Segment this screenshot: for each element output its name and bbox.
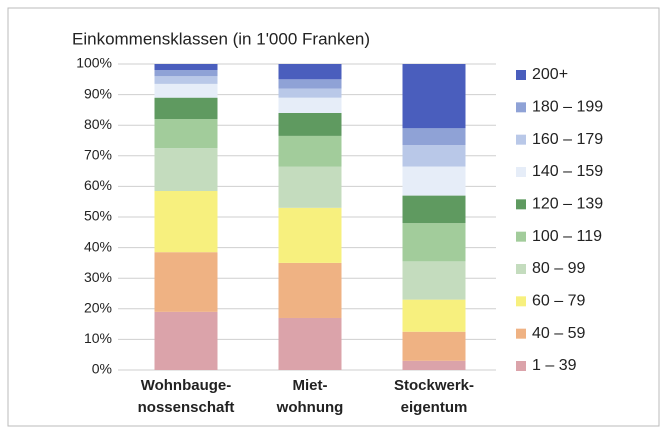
x-tick-label-line: eigentum (401, 399, 468, 416)
bar-segment (402, 145, 466, 167)
legend-swatch (516, 264, 526, 274)
bar-segment (402, 360, 466, 370)
legend-swatch (516, 134, 526, 145)
bar-segment (278, 64, 342, 80)
legend-swatch (516, 199, 526, 210)
legend-label: 1 – 39 (532, 357, 577, 374)
y-tick-label: 40% (84, 238, 112, 254)
x-tick-label: Miet-wohnung (276, 377, 344, 416)
y-tick-label: 100% (76, 55, 112, 71)
frame (7, 7, 660, 427)
y-tick-label: 20% (84, 300, 112, 316)
bar-segment (154, 70, 218, 77)
bar-segment (278, 112, 342, 136)
y-tick-label: 80% (84, 116, 112, 132)
bar-segment (154, 148, 218, 191)
bar-segment (154, 119, 218, 149)
legend-label: 160 – 179 (532, 131, 603, 148)
y-tick-label: 0% (92, 361, 112, 377)
legend-label: 140 – 159 (532, 163, 603, 180)
x-tick-label-line: nossenschaft (138, 399, 235, 416)
y-tick-label: 30% (84, 269, 112, 285)
bar-segment (278, 207, 342, 263)
legend-swatch (516, 231, 526, 242)
bar-segment (402, 195, 466, 224)
legend-swatch (516, 361, 526, 371)
bar-segment (402, 299, 466, 332)
x-tick-label-line: wohnung (276, 399, 344, 416)
legend-label: 100 – 119 (532, 228, 602, 245)
bar-segment (154, 190, 218, 253)
bar-segment (154, 83, 218, 98)
legend-label: 80 – 99 (532, 260, 585, 277)
bar-segment (402, 166, 466, 196)
bar-segment (278, 135, 342, 167)
bar-segment (402, 223, 466, 262)
legend-swatch (516, 102, 526, 113)
x-tick-label: Stockwerk-eigentum (394, 377, 474, 416)
bar-segment (154, 97, 218, 120)
legend-label: 120 – 139 (532, 196, 603, 213)
bar-segment (402, 331, 466, 361)
bar-segment (154, 311, 218, 370)
legend-label: 180 – 199 (532, 99, 603, 116)
bar-segment (154, 64, 218, 71)
bar-segment (402, 64, 466, 129)
y-tick-label: 10% (84, 330, 112, 346)
legend-swatch (516, 70, 526, 80)
bar-segment (402, 261, 466, 300)
bar-segment (278, 88, 342, 98)
y-tick-label: 90% (84, 85, 112, 101)
x-tick-label-line: Wohnbauge- (141, 377, 232, 394)
legend-label: 40 – 59 (532, 325, 585, 342)
bar-segment (278, 97, 342, 113)
bar-segment (154, 252, 218, 312)
bar-segment (278, 262, 342, 318)
bar-segment (278, 79, 342, 89)
y-tick-label: 70% (84, 147, 112, 163)
chart-title: Einkommensklassen (in 1'000 Franken) (72, 29, 370, 48)
y-tick-label: 60% (84, 177, 112, 193)
x-tick-label-line: Miet- (293, 377, 328, 394)
x-tick-label-line: Stockwerk- (394, 377, 474, 394)
legend-swatch (516, 167, 526, 177)
bar-segment (278, 317, 342, 370)
bar-segment (154, 76, 218, 84)
bar-segment (278, 166, 342, 208)
x-tick-label: Wohnbauge-nossenschaft (138, 377, 235, 416)
y-tick-label: 50% (84, 208, 112, 224)
legend-swatch (516, 296, 526, 307)
legend-label: 60 – 79 (532, 293, 585, 310)
legend-swatch (516, 328, 526, 339)
legend-label: 200+ (532, 66, 568, 83)
bar-segment (402, 128, 466, 146)
